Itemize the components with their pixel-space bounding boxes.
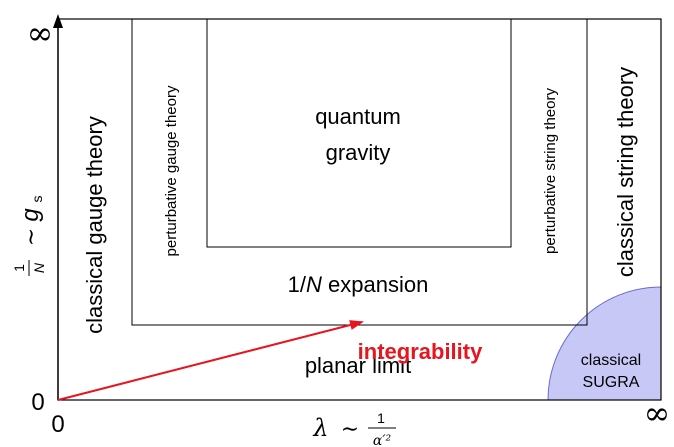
- y-bottom-label: 0: [31, 389, 44, 416]
- quantum-gravity-line1: quantum: [315, 104, 401, 129]
- classical-string-label: classical string theory: [613, 67, 638, 277]
- one-over-n-italic: N: [306, 272, 322, 297]
- x-axis-label: λ ∼ 1 α′²: [312, 410, 396, 447]
- y-top-label: ∞: [27, 14, 54, 52]
- quantum-gravity-line2: gravity: [326, 140, 391, 165]
- x-left-label: 0: [51, 411, 64, 438]
- x-label-frac-den: α′²: [373, 433, 392, 447]
- quantum-gravity-box: [206, 18, 512, 248]
- x-label-frac-num: 1: [377, 410, 385, 426]
- y-axis-arrow: [53, 14, 63, 28]
- one-over-n-expansion: 1/N expansion: [288, 272, 429, 297]
- one-over-n-rest: expansion: [322, 272, 428, 297]
- integrability-label: integrability: [358, 339, 483, 364]
- y-label-subscript: s: [29, 196, 45, 203]
- sugra-line1: classical: [581, 352, 641, 369]
- integrability-arrow: [57, 320, 364, 401]
- y-label-symbol: g: [17, 208, 44, 222]
- one-over-n-prefix: 1/: [288, 272, 307, 297]
- perturbative-gauge-label: perturbative gauge theory: [163, 85, 180, 256]
- classical-gauge-label: classical gauge theory: [82, 116, 107, 334]
- x-label-symbol: λ: [312, 414, 328, 442]
- y-axis-label: 1 N ∼ g s: [11, 196, 47, 276]
- sugra-line2: SUGRA: [583, 374, 640, 391]
- x-right-label: ∞: [644, 394, 671, 432]
- planar-limit-label: planar limit: [305, 353, 411, 378]
- perturbative-string-label: perturbative string theory: [542, 88, 559, 254]
- y-label-tilde: ∼: [19, 228, 44, 246]
- x-label-tilde: ∼: [341, 417, 359, 442]
- y-label-frac-den: N: [31, 262, 47, 273]
- y-label-frac-num: 1: [11, 264, 27, 272]
